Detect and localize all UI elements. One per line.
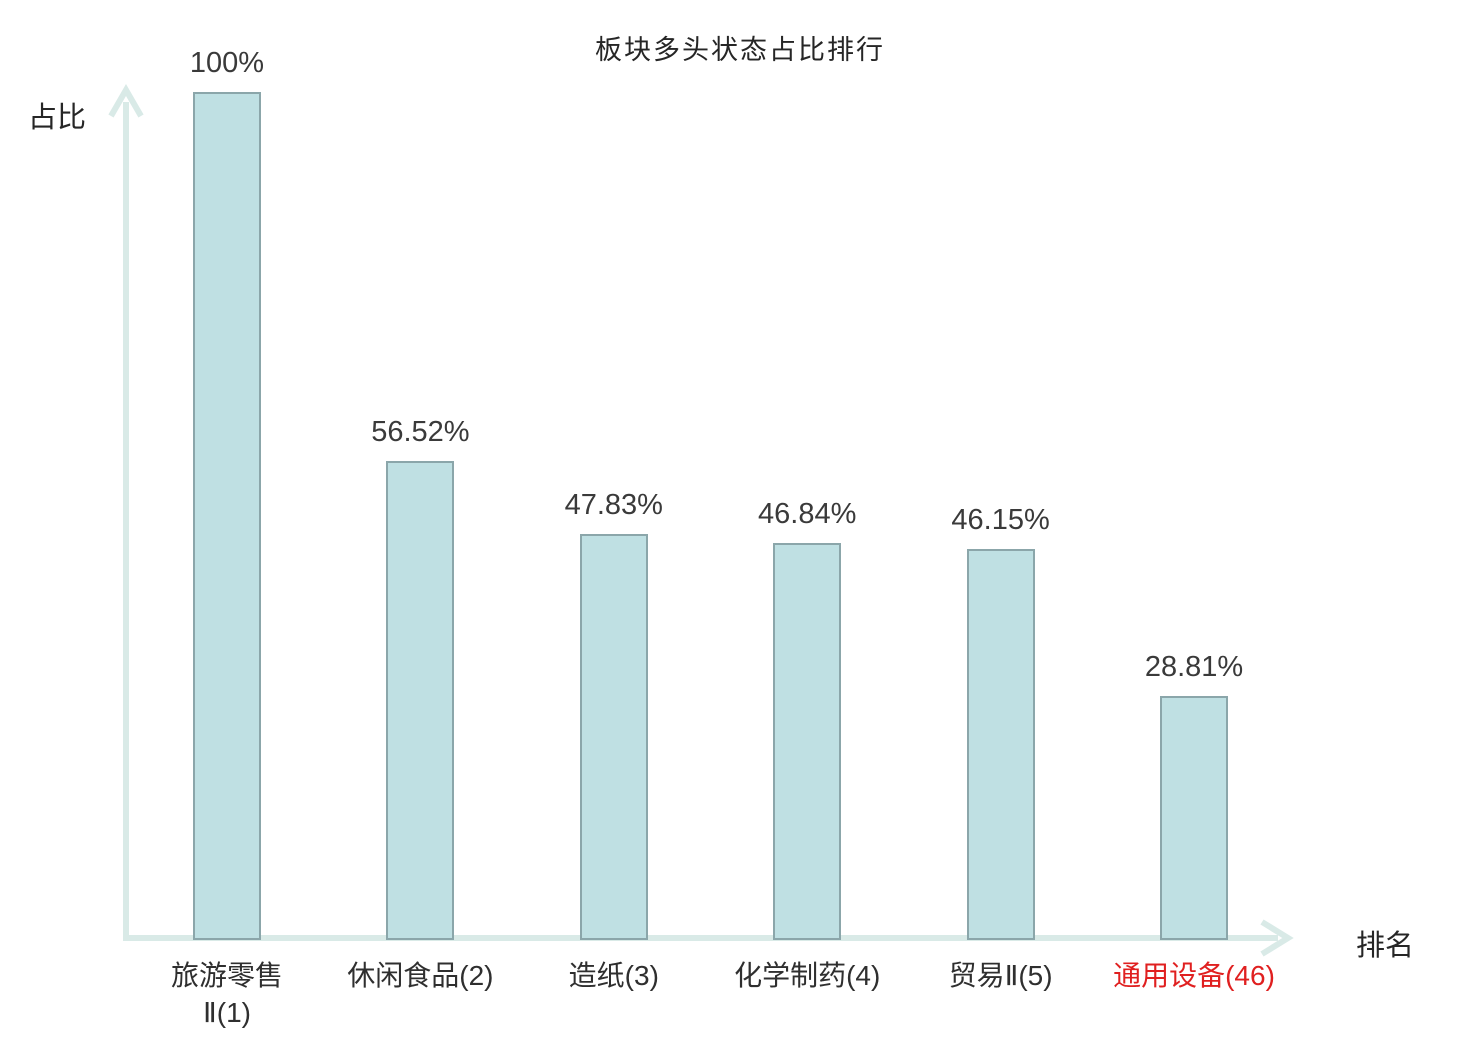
bar <box>386 461 455 940</box>
bar <box>773 543 842 940</box>
chart-title: 板块多头状态占比排行 <box>595 35 885 65</box>
bar-value-label: 56.52% <box>371 416 470 448</box>
bar-value-label: 47.83% <box>564 489 663 521</box>
bar <box>193 92 261 940</box>
bar <box>579 534 648 940</box>
bar-category-label: 造纸(3) <box>568 960 659 991</box>
bar-value-label: 46.84% <box>758 498 857 530</box>
bar <box>1160 696 1228 940</box>
bar-category-label: 贸易Ⅱ(5) <box>948 960 1053 991</box>
bar-value-label: 46.15% <box>951 504 1050 536</box>
bar-category-label: 通用设备(46) <box>1113 960 1275 991</box>
y-axis-arrow-icon <box>108 83 144 118</box>
bar-value-label: 28.81% <box>1144 651 1244 683</box>
bar <box>966 549 1035 940</box>
bar-category-label: 旅游零售 Ⅱ(1) <box>170 960 283 1028</box>
bar-category-label: 休闲食品(2) <box>347 960 494 991</box>
x-axis-arrow-icon <box>1260 919 1294 957</box>
y-axis-label: 占比 <box>28 102 87 134</box>
bar-value-label: 100% <box>189 47 265 79</box>
bar-category-label: 化学制药(4) <box>734 960 881 991</box>
x-axis-label: 排名 <box>1356 930 1415 962</box>
